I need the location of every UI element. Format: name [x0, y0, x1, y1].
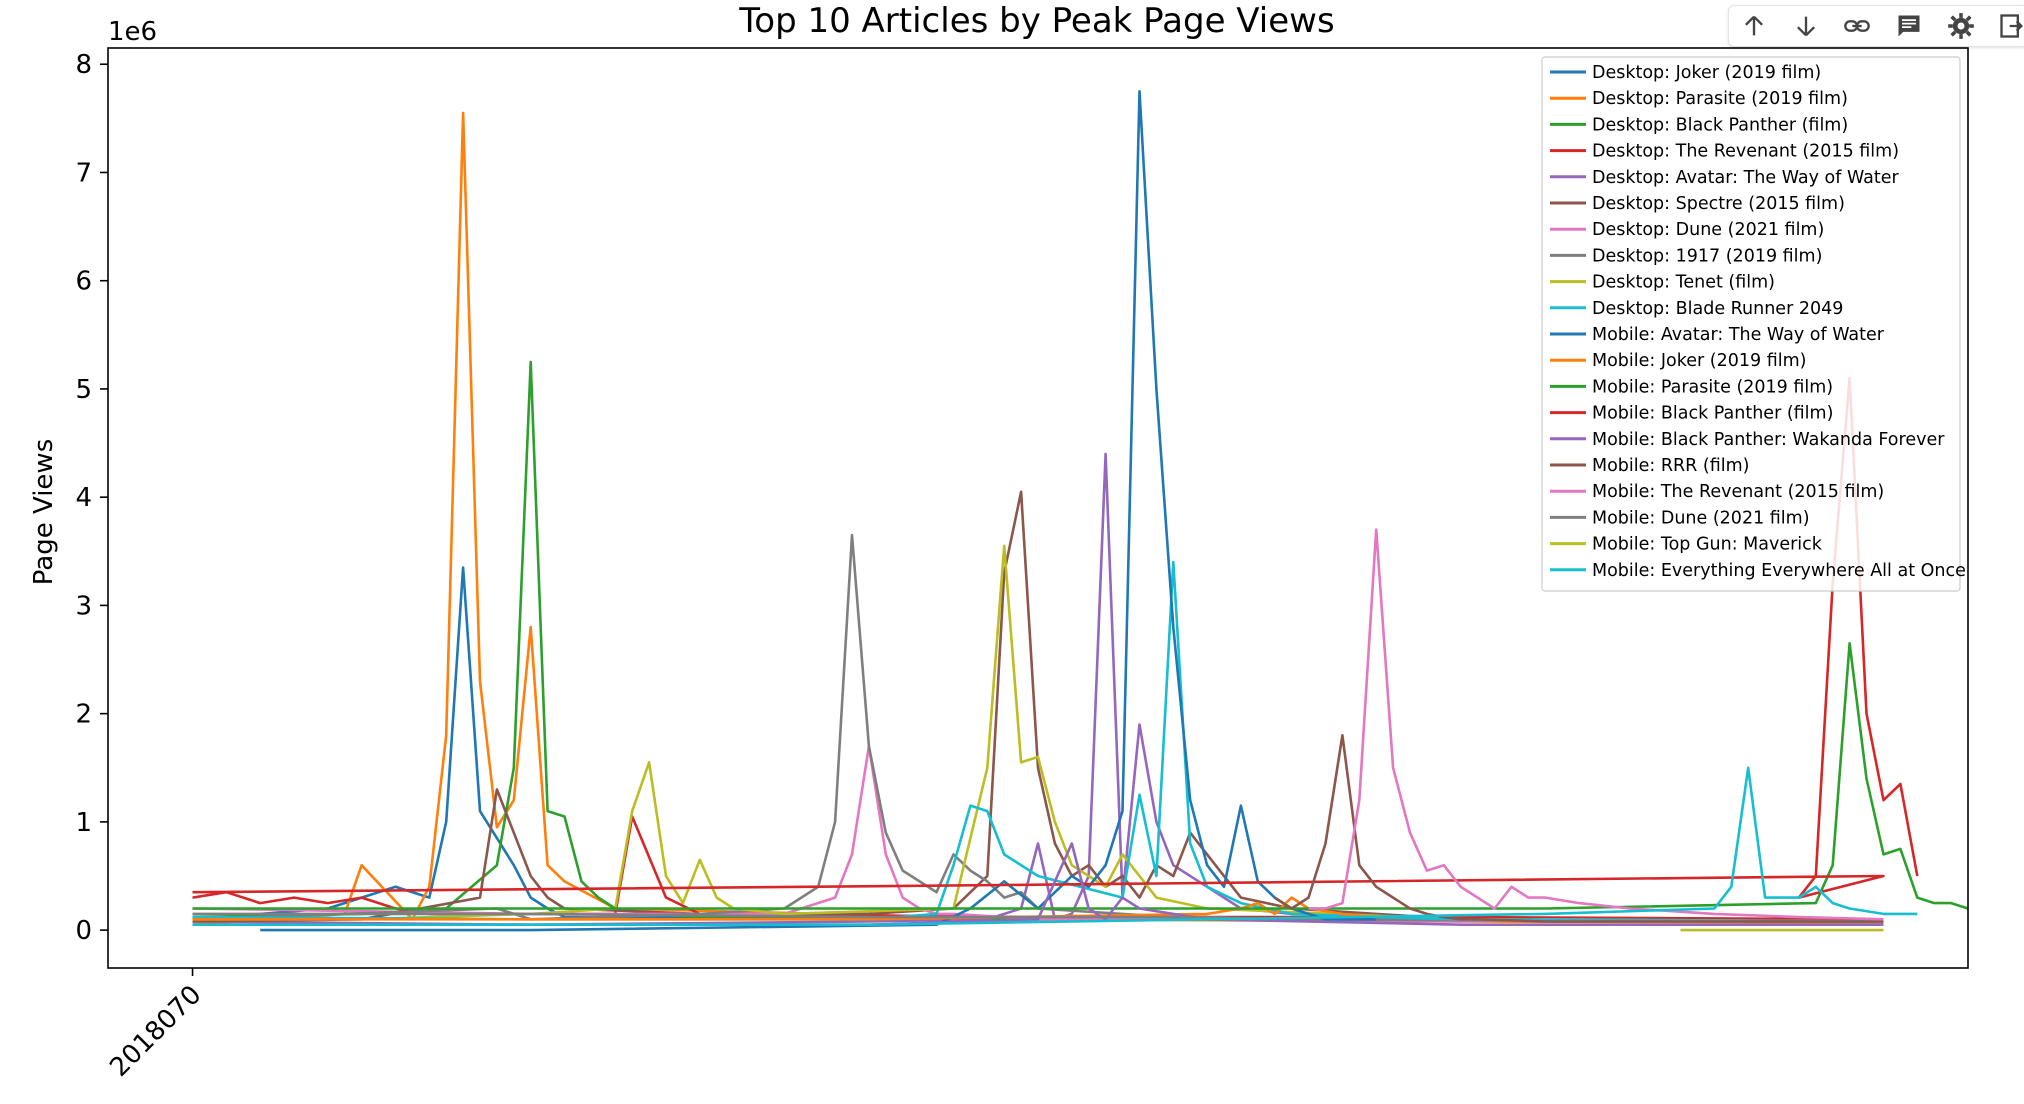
arrow-up-icon [1744, 15, 1763, 36]
legend-entry: Mobile: Black Panther: Wakanda Forever [1592, 430, 1945, 450]
series-line-19 [192, 766, 1918, 927]
legend-entry: Mobile: Dune (2021 film) [1592, 508, 1810, 528]
series-line-8 [192, 544, 1884, 923]
y-tick-label: 4 [75, 483, 92, 513]
legend-entry: Mobile: The Revenant (2015 film) [1592, 482, 1884, 502]
legend-entry: Mobile: Avatar: The Way of Water [1592, 325, 1885, 345]
open-in-new-button[interactable] [1997, 10, 2024, 42]
series-line-12 [192, 641, 1968, 910]
y-tick-label: 7 [75, 158, 92, 188]
axes-frame [107, 47, 1969, 969]
legend-entry: Desktop: Avatar: The Way of Water [1592, 168, 1899, 188]
y-tick-label: 3 [75, 591, 92, 621]
chart-title: Top 10 Articles by Peak Page Views [738, 1, 1334, 41]
y-tick-label: 1 [75, 808, 92, 838]
link-icon [1844, 20, 1871, 32]
legend-entry: Mobile: RRR (film) [1592, 456, 1750, 476]
series-line-16 [1308, 528, 1884, 921]
y-axis-offset-text: 1e6 [108, 17, 157, 47]
comment-button[interactable] [1894, 10, 1924, 42]
legend-entry: Desktop: Blade Runner 2049 [1592, 299, 1843, 319]
legend-entry: Mobile: Everything Everywhere All at Onc… [1592, 561, 1966, 581]
comment-icon [1898, 15, 1920, 37]
legend-entry: Desktop: The Revenant (2015 film) [1592, 142, 1899, 162]
y-tick-label: 6 [75, 267, 92, 297]
legend-entry: Mobile: Parasite (2019 film) [1592, 377, 1833, 397]
series-line-15 [1273, 733, 1884, 923]
legend-entry: Desktop: Joker (2019 film) [1592, 63, 1821, 83]
settings-button[interactable] [1946, 10, 1976, 42]
arrow-down-icon [1796, 16, 1815, 37]
y-tick-label: 0 [75, 916, 92, 946]
y-tick-label: 5 [75, 375, 92, 405]
move-down-button[interactable] [1791, 10, 1821, 42]
cell-toolbar [1728, 5, 2024, 47]
legend-entry: Desktop: Dune (2021 film) [1592, 220, 1824, 240]
open-in-new-icon [2000, 14, 2024, 38]
y-tick-label: 2 [75, 700, 92, 730]
legend-entry: Desktop: Parasite (2019 film) [1592, 89, 1848, 109]
legend-entry: Desktop: 1917 (2019 film) [1592, 246, 1822, 266]
legend-entry: Mobile: Black Panther (film) [1592, 404, 1833, 424]
gear-icon [1947, 13, 1974, 39]
legend-entry: Mobile: Joker (2019 film) [1592, 351, 1806, 371]
legend-entry: Desktop: Spectre (2015 film) [1592, 194, 1845, 214]
move-up-button[interactable] [1739, 10, 1769, 42]
legend-entry: Desktop: Black Panther (film) [1592, 115, 1848, 135]
y-tick-label: 8 [75, 50, 92, 80]
legend: Desktop: Joker (2019 film) Desktop: Paras… [1541, 56, 1966, 592]
link-button[interactable] [1842, 10, 1872, 42]
series-line-5 [192, 490, 1884, 923]
y-axis-label: Page Views [29, 439, 59, 585]
legend-entry: Desktop: Tenet (film) [1592, 273, 1775, 293]
legend-entry: Mobile: Top Gun: Maverick [1592, 535, 1823, 555]
series-line-9 [192, 560, 1884, 923]
legend-box [1541, 56, 1961, 592]
